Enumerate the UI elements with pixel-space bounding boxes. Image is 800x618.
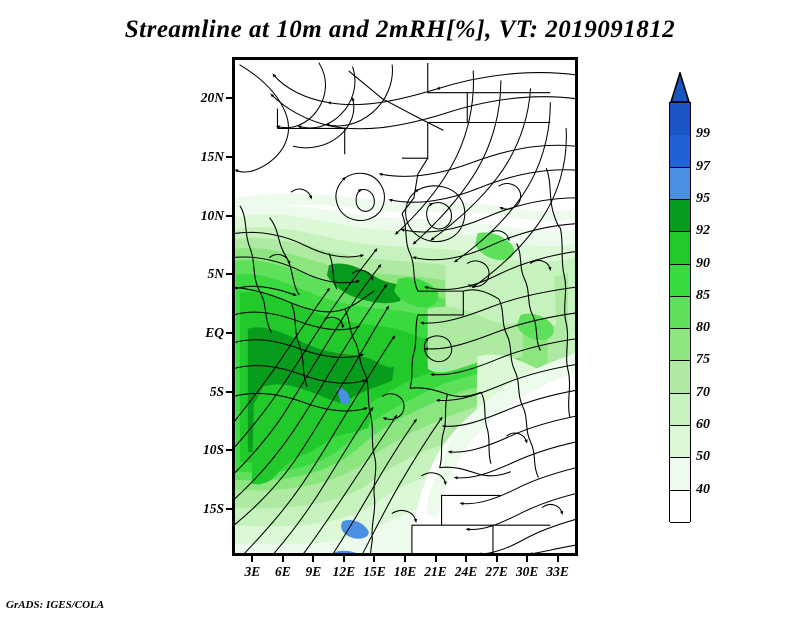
longitude-tick-label: 33E [546,564,569,579]
colorbar-band [670,361,690,394]
colorbar-tick-label: 80 [696,320,710,336]
longitude-tick-label: 12E [332,564,356,579]
rh-shaded-field [234,59,576,554]
longitude-tick-mark [526,556,529,562]
plot-border [234,59,576,554]
latitude-tick-mark [226,390,232,393]
colorbar-bands [669,102,691,523]
colorbar-band [670,426,690,459]
latitude-tick-label: 5N [207,266,225,282]
latitude-tick-mark [226,97,232,100]
longitude-tick-mark [251,556,254,562]
colorbar-tick-label: 90 [696,255,710,271]
latitude-tick-label: 15N [200,148,224,164]
longitude-tick-mark [373,556,376,562]
colorbar-band [670,167,690,200]
colorbar-band [670,199,690,233]
latitude-tick-label: 10N [200,207,224,223]
longitude-tick-mark [465,556,468,562]
longitude-tick-label: 6E [274,564,291,579]
longitude-tick-mark [342,556,345,562]
latitude-tick-mark [226,214,232,217]
colorbar-band [670,490,690,523]
longitude-tick-mark [556,556,559,562]
colorbar-band [670,296,690,330]
colorbar-band [670,264,690,297]
colorbar-band [670,393,690,427]
colorbar-band [670,103,690,136]
map-canvas [234,59,576,554]
latitude-tick-mark [226,508,232,511]
longitude-tick-label: 21E [424,564,447,579]
latitude-tick-label: EQ [205,324,224,340]
colorbar-tick-label: 60 [696,417,710,433]
colorbar-tick-label: 75 [696,352,710,368]
longitude-tick-mark [404,556,406,562]
longitude-tick-label: 3E [244,564,261,579]
colorbar-tick-label: 70 [696,384,710,400]
latitude-tick-mark [226,273,232,276]
latitude-tick-mark [226,155,232,158]
longitude-tick-label: 24E [454,564,478,579]
longitude-tick-mark [281,556,284,562]
map-plot-area[interactable] [232,57,578,556]
colorbar-tick-label: 50 [696,449,710,465]
wind-streamlines [234,62,576,554]
footer-credit: GrADS: IGES/COLA [6,599,105,611]
colorbar-band [670,232,690,265]
longitude-tick-label: 30E [515,564,539,579]
longitude-tick-label: 9E [305,564,322,579]
colorbar[interactable]: 40 50 60 70 75 80 85 90 92 95 97 99 [669,70,710,552]
colorbar-tick-label: 97 [696,158,710,174]
latitude-tick-label: 20N [200,90,224,106]
latitude-tick-label: 5S [209,383,224,399]
colorbar-tick-label: 85 [696,287,710,303]
longitude-tick-label: 15E [363,564,386,579]
colorbar-tick-label: 92 [696,223,710,239]
latitude-tick-mark [226,331,232,334]
country-borders [234,62,571,554]
latitude-tick-mark [226,449,232,452]
latitude-tick-label: 15S [202,501,224,517]
longitude-tick-mark [495,556,498,562]
colorbar-tick-label: 99 [696,126,710,142]
latitude-tick-label: 10S [202,442,224,458]
colorbar-tick-label: 40 [696,481,710,497]
page-title: Streamline at 10m and 2mRH[%], VT: 20190… [124,16,676,43]
longitude-tick-label: 27E [485,564,508,579]
colorbar-top-arrow [669,70,691,103]
longitude-tick-label: 18E [393,564,417,579]
longitude-tick-mark [434,556,437,562]
colorbar-band [670,135,690,168]
colorbar-band [670,329,690,362]
colorbar-tick-label: 95 [696,190,710,206]
longitude-tick-mark [312,556,315,562]
colorbar-band [670,458,690,491]
